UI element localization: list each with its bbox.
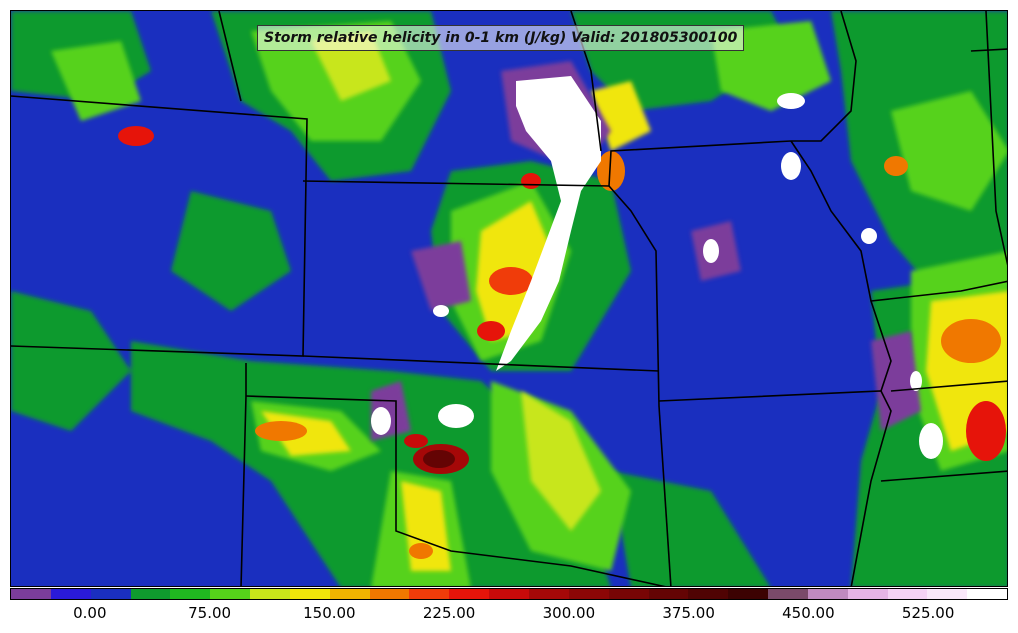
colorbar-tick-label: 375.00: [662, 604, 715, 622]
border-west-state: [11, 95, 308, 357]
colorbar-swatch: [90, 589, 131, 599]
border-east: [985, 11, 1007, 266]
colorbar-tick-label: 300.00: [542, 604, 596, 622]
colorbar-swatch: [210, 589, 251, 599]
colorbar-tick-label: 225.00: [422, 604, 476, 622]
colorbar-swatch: [11, 589, 51, 599]
colorbar-tick-labels: 0.00 75.00 150.00 225.00 300.00 375.00 450.00 5…: [10, 600, 1008, 630]
border-arkansas: [658, 390, 892, 586]
colorbar-swatch: [688, 589, 729, 599]
map-title: Storm relative helicity in 0-1 km (J/kg)…: [257, 25, 745, 51]
colorbar-swatch: [369, 589, 410, 599]
border-ms: [880, 470, 1007, 482]
border-oklahoma: [245, 395, 666, 586]
border-tn: [890, 380, 1007, 392]
extreme-helicity-regions: [371, 76, 943, 459]
colorbar-tick-label: 450.00: [782, 604, 835, 622]
colorbar-tick-label: 75.00: [188, 604, 232, 622]
high-helicity-cores: [118, 126, 1006, 559]
colorbar-swatch: [50, 589, 91, 599]
colorbar-swatch: [170, 589, 211, 599]
colorbar-swatch: [449, 589, 490, 599]
border-missouri-east: [790, 140, 892, 392]
colorbar-swatch: [568, 589, 609, 599]
colorbar-tick-label: 150.00: [303, 604, 356, 622]
colorbar-swatch: [768, 589, 808, 599]
colorbar-swatch: [289, 589, 330, 599]
colorbar: [10, 588, 1008, 600]
colorbar-swatch: [250, 589, 290, 599]
colorbar-swatch: [409, 589, 450, 599]
colorbar-swatch: [489, 589, 529, 599]
colorbar-swatch: [967, 589, 1008, 599]
border-ne-corner: [970, 48, 1007, 52]
colorbar-swatch: [528, 589, 569, 599]
colorbar-swatch: [608, 589, 649, 599]
colorbar-swatch: [648, 589, 689, 599]
map-panel: Storm relative helicity in 0-1 km (J/kg)…: [10, 10, 1008, 587]
colorbar-tick-label: 0.00: [73, 604, 107, 622]
colorbar-swatch: [807, 589, 848, 599]
colorbar-swatch: [130, 589, 171, 599]
colorbar-swatch: [728, 589, 769, 599]
colorbar-swatch: [329, 589, 370, 599]
border-ky: [870, 280, 1007, 302]
colorbar-swatch: [847, 589, 888, 599]
colorbar-swatch: [887, 589, 928, 599]
helicity-field-map: [11, 11, 1007, 586]
border-kansas-east: [608, 185, 660, 407]
colorbar-swatch: [927, 589, 968, 599]
state-borders: [11, 11, 1007, 586]
colorbar-tick-label: 525.00: [901, 604, 955, 622]
border-iowa-east: [791, 11, 857, 142]
border-nebraska-south: [302, 140, 792, 187]
border-ark-west: [658, 405, 672, 586]
border-north-west: [218, 11, 242, 102]
border-kansas-south: [302, 355, 660, 372]
